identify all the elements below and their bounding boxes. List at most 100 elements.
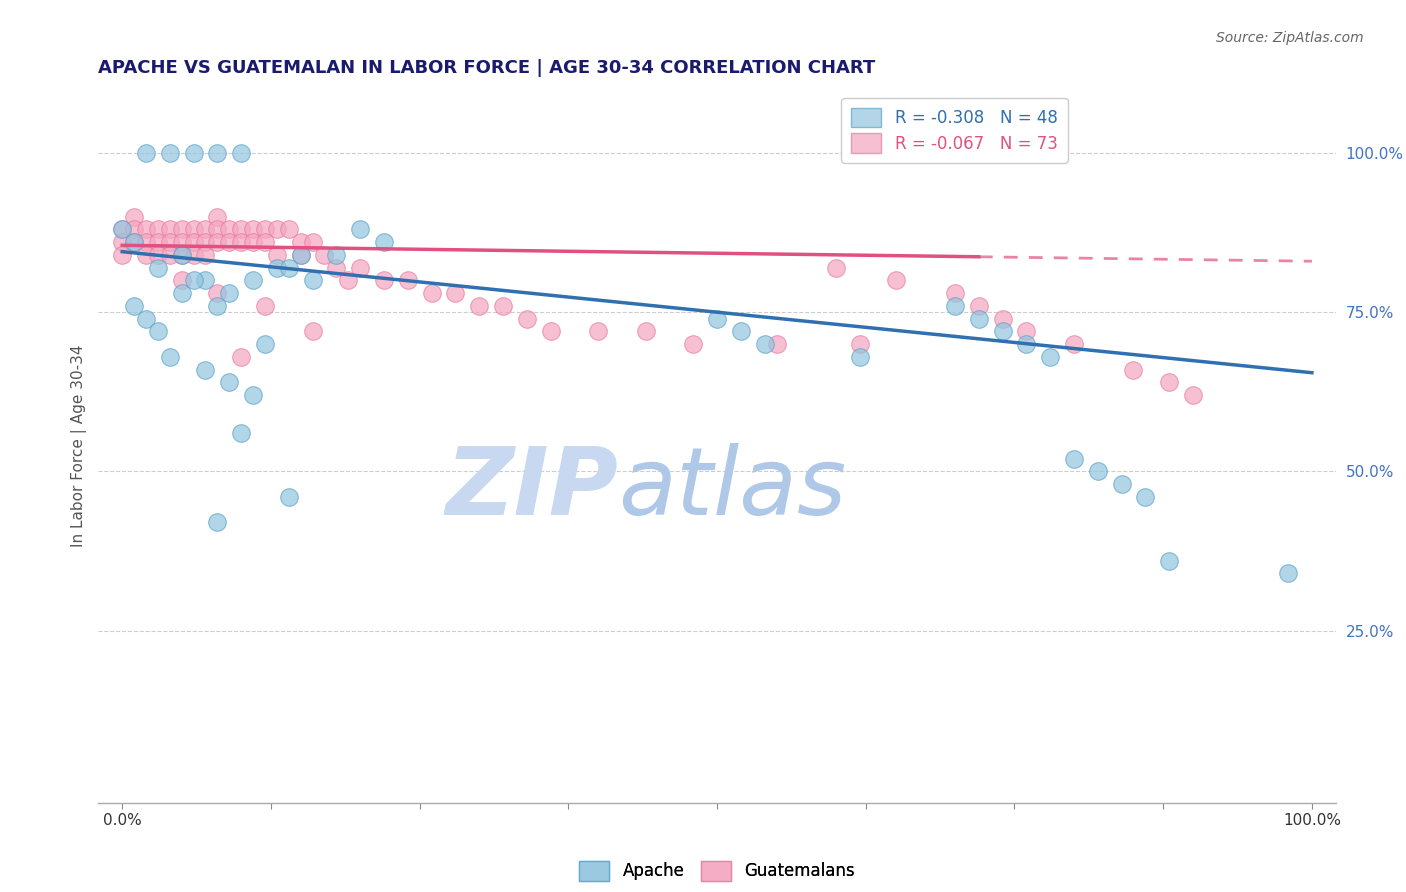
Point (135, 248, 157, 262)
Point (540, 324, 562, 338)
Point (1039, 350, 1062, 364)
Point (825, 260, 848, 275)
Point (253, 222, 276, 236)
Point (242, 222, 264, 236)
Point (170, 248, 193, 262)
Point (111, 248, 134, 262)
Point (1063, 451, 1085, 466)
Point (1135, 490, 1157, 504)
Point (277, 260, 299, 275)
Point (1063, 337, 1085, 351)
Point (135, 311, 157, 326)
Point (207, 222, 229, 236)
Point (207, 516, 229, 530)
Point (492, 299, 515, 313)
Legend: Apache, Guatemalans: Apache, Guatemalans (572, 855, 862, 888)
Point (754, 337, 776, 351)
Point (253, 235, 276, 249)
Point (218, 235, 240, 249)
Point (183, 145, 205, 160)
Point (242, 388, 264, 402)
Point (231, 235, 253, 249)
Point (135, 145, 157, 160)
Point (183, 222, 205, 236)
Point (884, 273, 907, 287)
Point (146, 324, 169, 338)
Point (991, 324, 1014, 338)
Point (183, 248, 205, 262)
Point (349, 260, 371, 275)
Point (325, 248, 347, 262)
Point (1159, 376, 1181, 390)
Point (170, 286, 193, 301)
Point (634, 324, 657, 338)
Point (943, 299, 966, 313)
Point (146, 222, 169, 236)
Point (337, 273, 360, 287)
Point (1015, 324, 1038, 338)
Point (314, 248, 336, 262)
Point (967, 311, 990, 326)
Point (111, 222, 134, 236)
Text: atlas: atlas (619, 443, 846, 534)
Point (231, 222, 253, 236)
Point (135, 222, 157, 236)
Point (170, 273, 193, 287)
Point (301, 235, 323, 249)
Point (1181, 388, 1204, 402)
Point (194, 222, 217, 236)
Point (218, 222, 240, 236)
Point (122, 299, 145, 313)
Point (586, 324, 609, 338)
Point (290, 235, 312, 249)
Point (159, 145, 181, 160)
Point (277, 222, 299, 236)
Point (170, 235, 193, 249)
Point (231, 145, 253, 160)
Point (277, 490, 299, 504)
Point (420, 286, 443, 301)
Point (194, 362, 217, 376)
Point (194, 248, 217, 262)
Point (231, 350, 253, 364)
Text: APACHE VS GUATEMALAN IN LABOR FORCE | AGE 30-34 CORRELATION CHART: APACHE VS GUATEMALAN IN LABOR FORCE | AG… (98, 59, 876, 77)
Point (849, 350, 872, 364)
Point (207, 145, 229, 160)
Point (194, 235, 217, 249)
Point (730, 324, 752, 338)
Point (122, 222, 145, 236)
Point (253, 337, 276, 351)
Point (682, 337, 704, 351)
Point (290, 248, 312, 262)
Point (373, 273, 395, 287)
Point (516, 311, 538, 326)
Point (194, 273, 217, 287)
Point (218, 376, 240, 390)
Point (1015, 337, 1038, 351)
Text: Source: ZipAtlas.com: Source: ZipAtlas.com (1216, 31, 1364, 45)
Point (231, 426, 253, 441)
Point (396, 273, 419, 287)
Point (207, 299, 229, 313)
Point (301, 324, 323, 338)
Point (967, 299, 990, 313)
Point (765, 337, 787, 351)
Y-axis label: In Labor Force | Age 30-34: In Labor Force | Age 30-34 (72, 344, 87, 548)
Point (122, 235, 145, 249)
Point (706, 311, 728, 326)
Point (122, 235, 145, 249)
Point (349, 222, 371, 236)
Point (1122, 362, 1144, 376)
Point (183, 273, 205, 287)
Point (468, 299, 491, 313)
Point (111, 222, 134, 236)
Point (111, 235, 134, 249)
Point (122, 210, 145, 224)
Point (266, 248, 288, 262)
Point (146, 260, 169, 275)
Point (301, 273, 323, 287)
Point (218, 286, 240, 301)
Point (146, 248, 169, 262)
Point (991, 311, 1014, 326)
Point (1087, 465, 1109, 479)
